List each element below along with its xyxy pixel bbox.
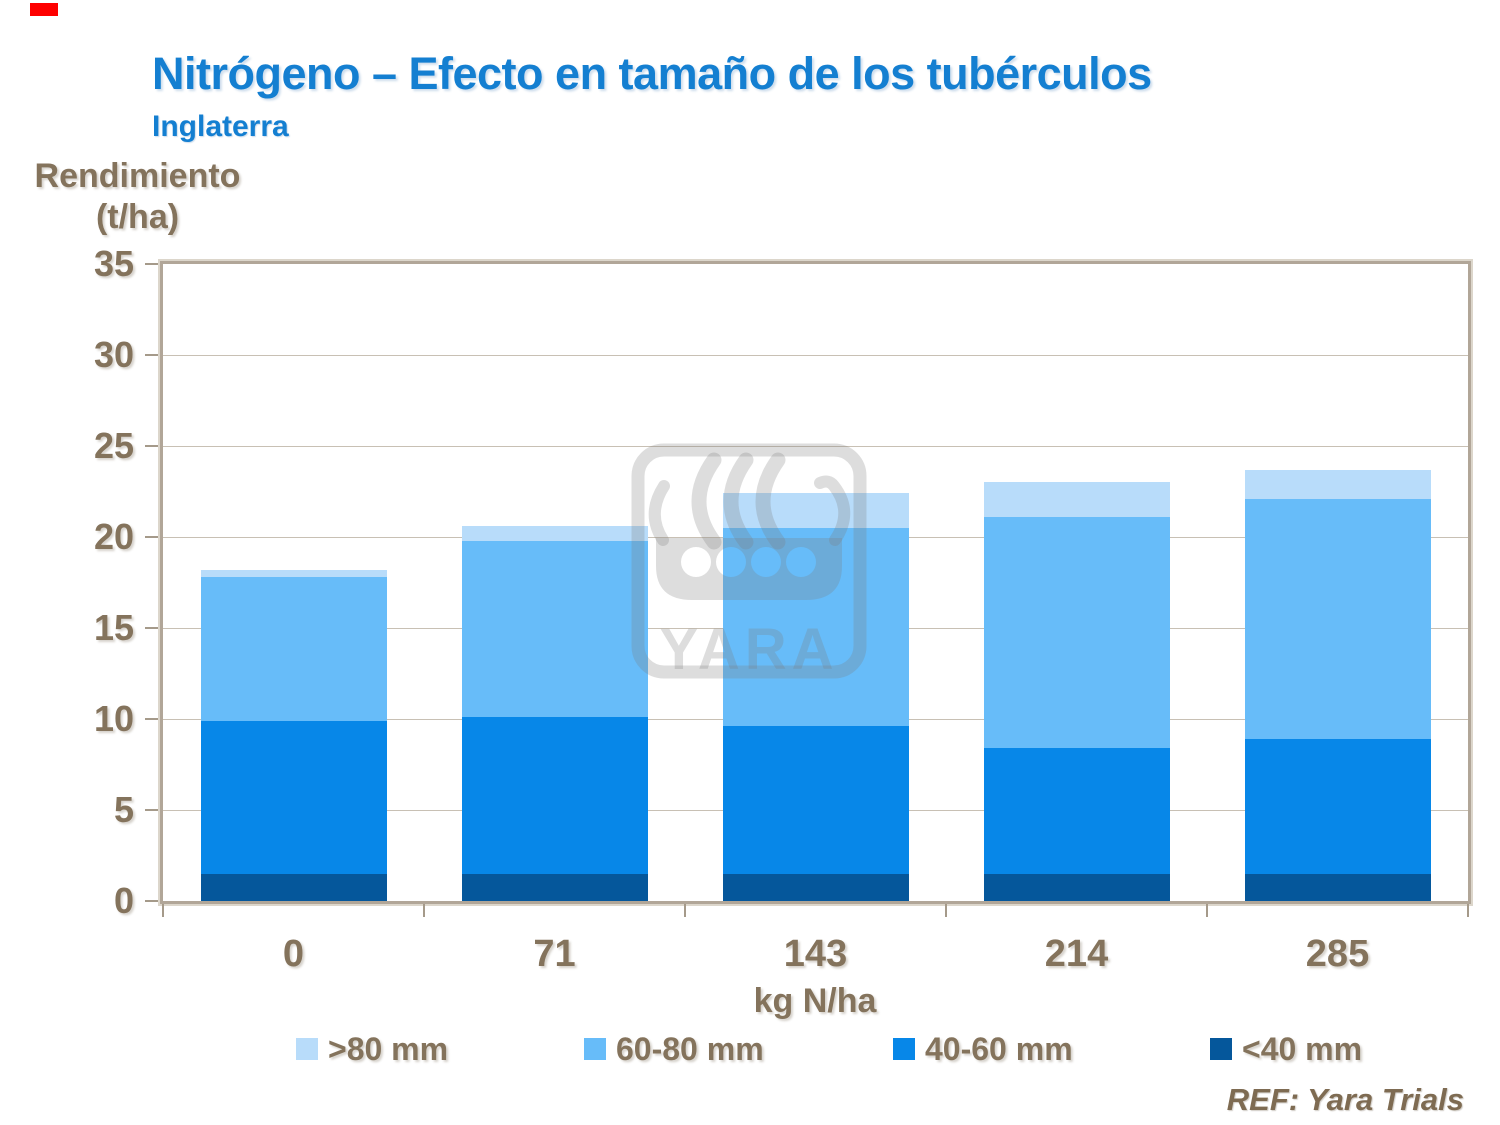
y-tick-mark-10 xyxy=(145,718,158,720)
y-tick-label-30: 30 xyxy=(93,334,134,375)
chart-subtitle: Inglaterra xyxy=(152,110,289,143)
bar-segment-285->80 mm xyxy=(1244,469,1431,499)
y-tick-mark-35 xyxy=(145,263,158,265)
legend-item-40-60 mm: 40-60 mm xyxy=(893,1031,1073,1067)
bar-segment-214-40-60 mm xyxy=(983,748,1170,874)
bar-segment-143-40-60 mm xyxy=(722,726,909,874)
x-tick-mark-1 xyxy=(423,904,425,917)
x-tick-label-214: 214 xyxy=(1044,933,1109,975)
yara-logo-watermark: YARA xyxy=(631,443,867,680)
y-tick-mark-25 xyxy=(145,445,158,447)
y-tick-mark-20 xyxy=(145,536,158,538)
corner-marker xyxy=(30,3,58,16)
legend-swatch-<40 mm xyxy=(1210,1038,1232,1060)
legend-item-60-80 mm: 60-80 mm xyxy=(584,1031,764,1067)
bar-segment-214->80 mm xyxy=(983,482,1170,517)
y-tick-label-20: 20 xyxy=(93,516,134,557)
legend-item-<40 mm: <40 mm xyxy=(1210,1031,1362,1067)
bar-segment-0->80 mm xyxy=(200,569,387,578)
legend-swatch-60-80 mm xyxy=(584,1038,606,1060)
bar-segment-0-40-60 mm xyxy=(200,720,387,874)
gridline-30 xyxy=(163,355,1468,356)
x-tick-mark-5 xyxy=(1467,904,1469,917)
watermark-wordmark: YARA xyxy=(659,617,838,680)
chart-title: Nitrógeno – Efecto en tamaño de los tubé… xyxy=(152,48,1152,99)
legend-label->80 mm: >80 mm xyxy=(328,1031,449,1067)
bar-segment-285-60-80 mm xyxy=(1244,498,1431,740)
y-tick-mark-5 xyxy=(145,809,158,811)
x-tick-mark-3 xyxy=(945,904,947,917)
x-tick-label-0: 0 xyxy=(282,933,305,975)
y-tick-label-5: 5 xyxy=(113,789,134,830)
x-axis-title: kg N/ha xyxy=(753,982,877,1020)
bar-segment-143-<40 mm xyxy=(722,873,909,901)
watermark-frame xyxy=(631,443,867,679)
y-axis-title-line1: Rendimiento xyxy=(34,157,241,195)
plot-area xyxy=(160,261,1471,904)
bar-segment-0-60-80 mm xyxy=(200,577,387,721)
y-tick-label-25: 25 xyxy=(93,425,134,466)
bar-segment-214-60-80 mm xyxy=(983,517,1170,749)
bar-segment-143-60-80 mm xyxy=(722,527,909,727)
y-tick-label-10: 10 xyxy=(93,698,134,739)
gridline-25 xyxy=(163,446,1468,447)
legend-swatch-40-60 mm xyxy=(893,1038,915,1060)
bar-segment-71-40-60 mm xyxy=(461,717,648,874)
ship-hull-icon xyxy=(656,538,842,600)
x-tick-mark-4 xyxy=(1206,904,1208,917)
bar-segment-143->80 mm xyxy=(722,493,909,528)
bar-segment-285-40-60 mm xyxy=(1244,739,1431,874)
x-tick-mark-0 xyxy=(162,904,164,917)
y-tick-label-15: 15 xyxy=(93,607,134,648)
x-tick-label-285: 285 xyxy=(1305,933,1370,975)
x-tick-label-143: 143 xyxy=(783,933,848,975)
y-tick-label-0: 0 xyxy=(113,880,134,921)
x-tick-mark-2 xyxy=(684,904,686,917)
ship-sails-icon xyxy=(691,452,786,550)
legend-swatch->80 mm xyxy=(296,1038,318,1060)
y-axis-title-line2: (t/ha) xyxy=(95,198,180,236)
legend-label-60-80 mm: 60-80 mm xyxy=(616,1031,764,1067)
y-tick-label-35: 35 xyxy=(93,243,134,284)
bar-segment-285-<40 mm xyxy=(1244,873,1431,901)
ship-stems-icon xyxy=(648,475,851,546)
bar-segment-214-<40 mm xyxy=(983,873,1170,901)
bar-segment-71-<40 mm xyxy=(461,873,648,901)
reference-note: REF: Yara Trials xyxy=(1226,1082,1464,1117)
y-axis-title: Rendimiento (t/ha) xyxy=(15,156,260,238)
bar-segment-71->80 mm xyxy=(461,526,648,541)
x-tick-label-71: 71 xyxy=(533,933,576,975)
legend-label-40-60 mm: 40-60 mm xyxy=(925,1031,1073,1067)
y-tick-mark-0 xyxy=(145,900,158,902)
bar-segment-0-<40 mm xyxy=(200,873,387,901)
legend-item->80 mm: >80 mm xyxy=(296,1031,448,1067)
y-tick-mark-30 xyxy=(145,354,158,356)
y-tick-mark-15 xyxy=(145,627,158,629)
bar-segment-71-60-80 mm xyxy=(461,540,648,718)
legend-label-<40 mm: <40 mm xyxy=(1242,1031,1363,1067)
